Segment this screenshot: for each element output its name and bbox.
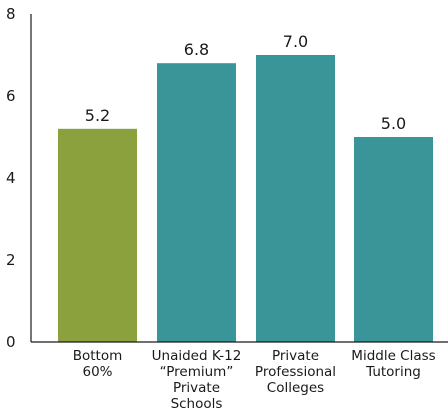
- category-label-line: 60%: [82, 364, 112, 380]
- category-label-line: Private: [173, 380, 220, 396]
- category-label-line: Middle Class: [351, 348, 435, 364]
- category-label: Private Professional Colleges: [255, 348, 336, 396]
- data-label: 5.2: [85, 106, 110, 125]
- bars: [58, 55, 433, 342]
- bar: [256, 55, 335, 342]
- bar: [58, 128, 137, 342]
- value-labels: 5.2 6.8 7.0 5.0: [85, 32, 406, 133]
- bar: [354, 137, 433, 342]
- data-label: 5.0: [381, 114, 406, 133]
- category-label: Bottom 60%: [73, 348, 123, 380]
- category-label-line: Professional: [255, 364, 336, 380]
- data-label: 7.0: [283, 32, 308, 51]
- y-tick-label: 6: [6, 87, 16, 105]
- data-label: 6.8: [184, 40, 209, 59]
- category-label-line: Tutoring: [365, 364, 421, 380]
- category-label-line: Schools: [171, 396, 223, 412]
- y-tick-label: 4: [6, 169, 16, 187]
- category-label: Unaided K-12 “Premium” Private Schools: [152, 348, 242, 412]
- category-label-line: Colleges: [267, 380, 324, 396]
- category-label-line: Private: [272, 348, 319, 364]
- category-label-line: Unaided K-12: [152, 348, 242, 364]
- category-label-line: Bottom: [73, 348, 123, 364]
- axis-lines: [30, 14, 448, 343]
- y-tick-label: 0: [6, 333, 16, 351]
- bar: [157, 63, 236, 342]
- category-labels: Bottom 60%Unaided K-12 “Premium” Private Sch…: [73, 348, 436, 412]
- category-label: Middle Class Tutoring: [351, 348, 435, 380]
- y-axis: 0 2 4 6 8: [6, 5, 16, 351]
- category-label-line: “Premium”: [160, 364, 234, 380]
- y-tick-label: 8: [6, 5, 16, 23]
- y-tick-label: 2: [6, 251, 16, 269]
